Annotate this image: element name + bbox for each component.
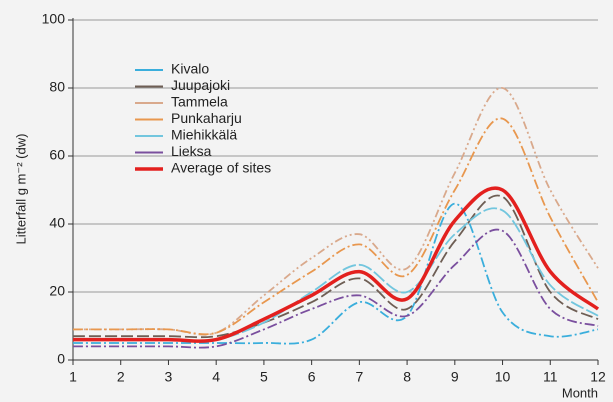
x-tick-label: 9: [451, 369, 459, 385]
x-tick-label: 1: [69, 369, 77, 385]
y-axis-label: Litterfall g m⁻² (dw): [13, 134, 28, 245]
legend-label: Juupajoki: [171, 77, 230, 93]
x-tick-label: 12: [590, 369, 606, 385]
x-tick-label: 4: [212, 369, 220, 385]
y-tick-label: 20: [49, 283, 65, 299]
y-tick-label: 40: [49, 215, 65, 231]
series-line: [73, 228, 599, 349]
series-line: [73, 194, 599, 339]
x-tick-label: 6: [308, 369, 316, 385]
x-tick-label: 2: [117, 369, 125, 385]
legend-label: Punkaharju: [171, 110, 242, 126]
legend-label: Tammela: [171, 94, 228, 110]
series-line: [73, 186, 600, 343]
legend-label: Miehikkälä: [171, 127, 237, 143]
y-tick-label: 0: [57, 351, 65, 367]
series-line: [73, 117, 599, 336]
legend-label: Kivalo: [171, 61, 209, 77]
x-tick-label: 10: [495, 369, 511, 385]
x-tick-label: 3: [165, 369, 173, 385]
y-tick-label: 60: [49, 147, 65, 163]
x-tick-label: 5: [260, 369, 268, 385]
x-tick-label: 8: [403, 369, 411, 385]
y-tick-label: 80: [49, 79, 65, 95]
legend-label: Lieksa: [171, 143, 212, 159]
x-tick-label: 7: [355, 369, 363, 385]
legend-label: Average of sites: [171, 160, 271, 176]
y-tick-label: 100: [42, 11, 66, 27]
x-tick-label: 11: [543, 369, 558, 385]
series-line: [73, 202, 599, 345]
x-axis-label: Month: [562, 385, 598, 400]
series-line: [73, 207, 599, 342]
